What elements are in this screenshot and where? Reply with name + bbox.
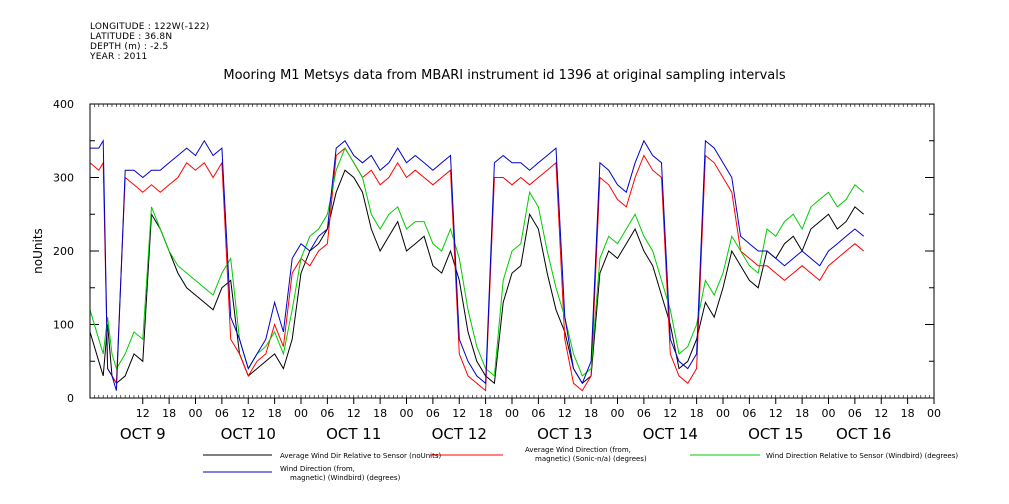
year-label: YEAR : 2011 <box>90 52 148 62</box>
x-tick-label: 00 <box>822 407 836 420</box>
x-tick-label: 18 <box>479 407 493 420</box>
x-day-label: OCT 9 <box>120 425 166 443</box>
x-day-label: OCT 15 <box>748 425 803 443</box>
series-layer <box>89 139 865 392</box>
x-tick-label: 00 <box>611 407 625 420</box>
x-tick-label: 12 <box>241 407 255 420</box>
y-tick-label: 400 <box>53 98 74 111</box>
x-tick-label: 18 <box>162 407 176 420</box>
legend-label-line2: magnetic) (Sonic-n/a) (degrees) <box>535 455 647 463</box>
x-tick-label: 12 <box>663 407 677 420</box>
x-day-label: OCT 12 <box>432 425 487 443</box>
x-tick-label: 18 <box>901 407 915 420</box>
x-tick-label: 18 <box>584 407 598 420</box>
series-line-blue <box>90 139 865 391</box>
x-tick-label: 00 <box>294 407 308 420</box>
x-tick-label: 12 <box>452 407 466 420</box>
x-tick-label: 18 <box>795 407 809 420</box>
y-axis-label: noUnits <box>31 228 45 274</box>
x-tick-label: 12 <box>558 407 572 420</box>
series-line-black <box>89 169 865 385</box>
x-tick-label: 06 <box>742 407 756 420</box>
longitude-label: LONGITUDE : 122W(-122) <box>90 22 210 32</box>
latitude-label: LATITUDE : 36.8N <box>90 32 173 42</box>
x-tick-label: 00 <box>927 407 941 420</box>
x-tick-label: 18 <box>268 407 282 420</box>
legend: Average Wind Dir Relative to Sensor (noU… <box>203 446 958 482</box>
x-day-label: OCT 14 <box>643 425 698 443</box>
plot-frame <box>89 103 935 399</box>
x-tick-label: 06 <box>320 407 334 420</box>
x-tick-label: 12 <box>874 407 888 420</box>
y-tick-label: 0 <box>67 392 74 405</box>
x-tick-label: 06 <box>637 407 651 420</box>
x-tick-label: 12 <box>136 407 150 420</box>
x-tick-label: 00 <box>716 407 730 420</box>
x-tick-label: 06 <box>426 407 440 420</box>
x-tick-label: 12 <box>347 407 361 420</box>
x-tick-label: 00 <box>505 407 519 420</box>
x-tick-label: 06 <box>215 407 229 420</box>
x-tick-label: 00 <box>400 407 414 420</box>
x-tick-label: 06 <box>531 407 545 420</box>
depth-label: DEPTH (m) : -2.5 <box>90 42 169 52</box>
series-line-red <box>89 147 865 392</box>
chart-title: Mooring M1 Metsys data from MBARI instru… <box>223 68 786 83</box>
legend-label: Average Wind Direction (from, <box>525 446 631 454</box>
legend-label-line2: magnetic) (Windbird) (degrees) <box>290 474 401 482</box>
x-tick-label: 12 <box>769 407 783 420</box>
x-tick-label: 18 <box>690 407 704 420</box>
series-line-green <box>89 146 865 377</box>
legend-label: Average Wind Dir Relative to Sensor (noU… <box>280 452 441 460</box>
x-day-label: OCT 11 <box>326 425 381 443</box>
x-day-label: OCT 13 <box>537 425 592 443</box>
legend-label: Wind Direction Relative to Sensor (Windb… <box>766 452 958 460</box>
x-day-label: OCT 16 <box>836 425 891 443</box>
y-tick-label: 100 <box>53 319 74 332</box>
x-tick-label: 18 <box>373 407 387 420</box>
x-day-label: OCT 10 <box>221 425 276 443</box>
y-tick-label: 200 <box>53 245 74 258</box>
x-tick-label: 06 <box>848 407 862 420</box>
x-tick-label: 00 <box>189 407 203 420</box>
y-tick-label: 300 <box>53 172 74 185</box>
legend-label: Wind Direction (from, <box>280 465 355 473</box>
